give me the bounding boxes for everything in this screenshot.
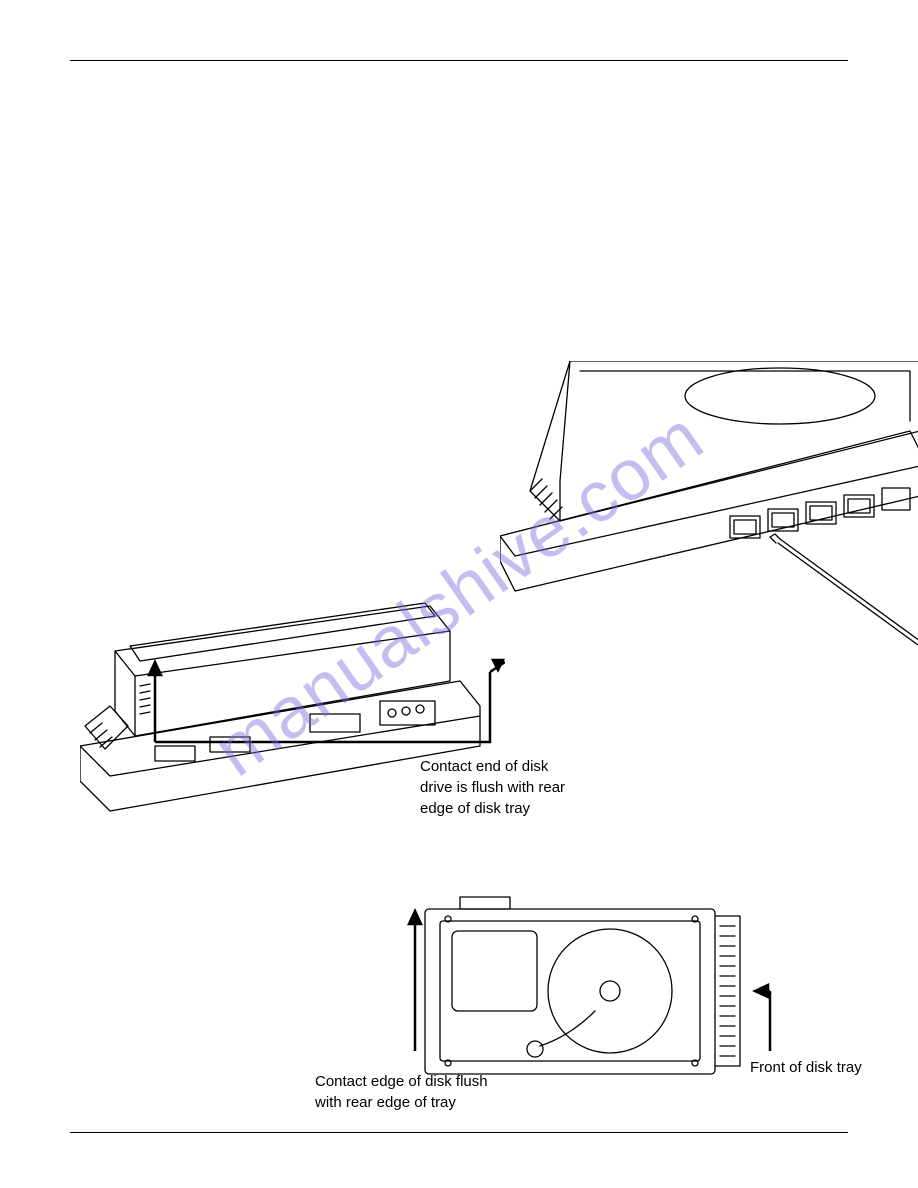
callout-1-line-1: Contact end of disk bbox=[420, 758, 548, 775]
bottom-horizontal-rule bbox=[70, 1132, 848, 1133]
callout-contact-end: Contact end of disk drive is flush with … bbox=[420, 756, 620, 819]
callout-2-line-2: with rear edge of tray bbox=[315, 1094, 456, 1111]
callout-3-text: Front of disk tray bbox=[750, 1059, 862, 1076]
page-container: manualshive.com bbox=[0, 0, 918, 1188]
callout-contact-edge: Contact edge of disk flush with rear edg… bbox=[315, 1071, 535, 1113]
callout-1-line-3: edge of disk tray bbox=[420, 800, 530, 817]
drive-perspective-right-illustration bbox=[500, 361, 918, 651]
callout-2-line-1: Contact edge of disk flush bbox=[315, 1073, 488, 1090]
callout-front-tray: Front of disk tray bbox=[750, 1057, 910, 1078]
callout-1-line-2: drive is flush with rear bbox=[420, 779, 565, 796]
callout-leader-2 bbox=[360, 901, 790, 1071]
figure-area: Contact end of disk drive is flush with … bbox=[70, 101, 848, 1101]
top-horizontal-rule bbox=[70, 60, 848, 61]
